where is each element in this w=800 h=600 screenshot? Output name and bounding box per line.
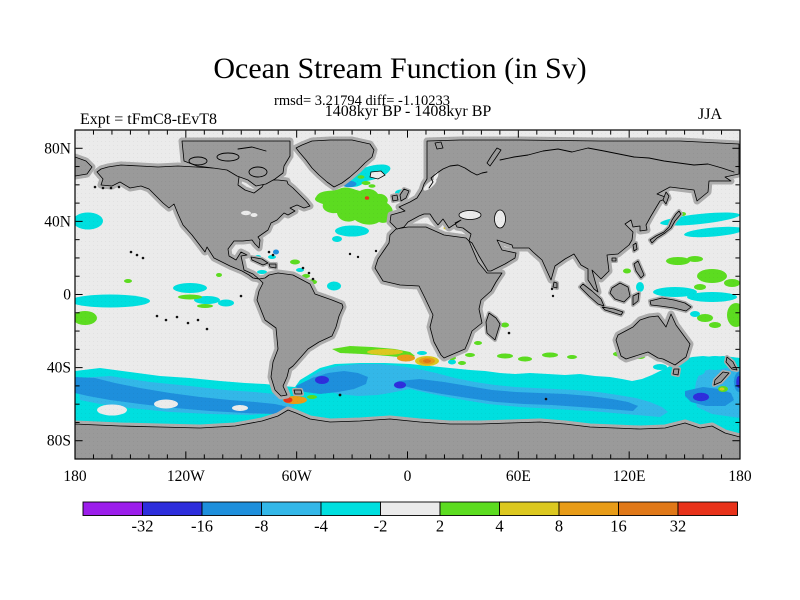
colorbar-label: 32 <box>670 517 687 536</box>
colorbar-cell <box>677 501 738 516</box>
colorbar-label: -32 <box>132 517 154 536</box>
y-tick-label: 40S <box>47 360 71 377</box>
page-title: Ocean Stream Function (in Sv) <box>213 52 587 85</box>
axis-ticks <box>74 129 741 460</box>
colorbar: -32 -16 -8 -4 -2 2 4 8 16 32 <box>82 501 738 536</box>
colorbar-cell <box>499 501 560 516</box>
x-tick-label: 120E <box>613 468 646 485</box>
colorbar-label: -2 <box>374 517 388 536</box>
x-tick-label: 180 <box>63 468 87 485</box>
colorbar-cell <box>439 501 500 516</box>
colorbar-cell <box>558 501 619 516</box>
x-tick-label: 0 <box>404 468 412 485</box>
y-tick-label: 40N <box>44 213 71 230</box>
map-frame <box>74 129 741 460</box>
colorbar-label: 4 <box>495 517 503 536</box>
dither-texture <box>75 130 740 459</box>
colorbar-label: 8 <box>555 517 563 536</box>
x-tick-label: 120W <box>167 468 205 485</box>
x-axis-labels: 180 120W 60W 0 60E 120E 180 <box>63 468 752 485</box>
season-label: JJA <box>697 106 722 123</box>
colorbar-label: 2 <box>436 517 444 536</box>
colorbar-label: -4 <box>314 517 328 536</box>
colorbar-cell <box>380 501 441 516</box>
colorbar-cell <box>82 501 143 516</box>
colorbar-label: -16 <box>191 517 213 536</box>
y-axis-labels: 80N 40N 0 40S 80S <box>44 140 71 449</box>
x-tick-label: 180 <box>728 468 752 485</box>
x-tick-label: 60W <box>282 468 313 485</box>
colorbar-cell <box>320 501 381 516</box>
y-tick-label: 80N <box>44 140 71 157</box>
colorbar-cell <box>618 501 679 516</box>
colorbar-cell <box>142 501 203 516</box>
stats-line: rmsd= 3.21794 diff= -1.10233 <box>274 93 450 109</box>
y-tick-label: 80S <box>47 433 71 450</box>
experiment-label: Expt = tFmC8-tEvT8 <box>80 111 218 128</box>
x-tick-label: 60E <box>506 468 531 485</box>
y-tick-label: 0 <box>63 287 71 304</box>
colorbar-label: -8 <box>255 517 269 536</box>
colorbar-cell <box>201 501 262 516</box>
comparison-line: 1408kyr BP - 1408kyr BP <box>324 103 492 120</box>
colorbar-label: 16 <box>610 517 627 536</box>
colorbar-cell <box>261 501 322 516</box>
